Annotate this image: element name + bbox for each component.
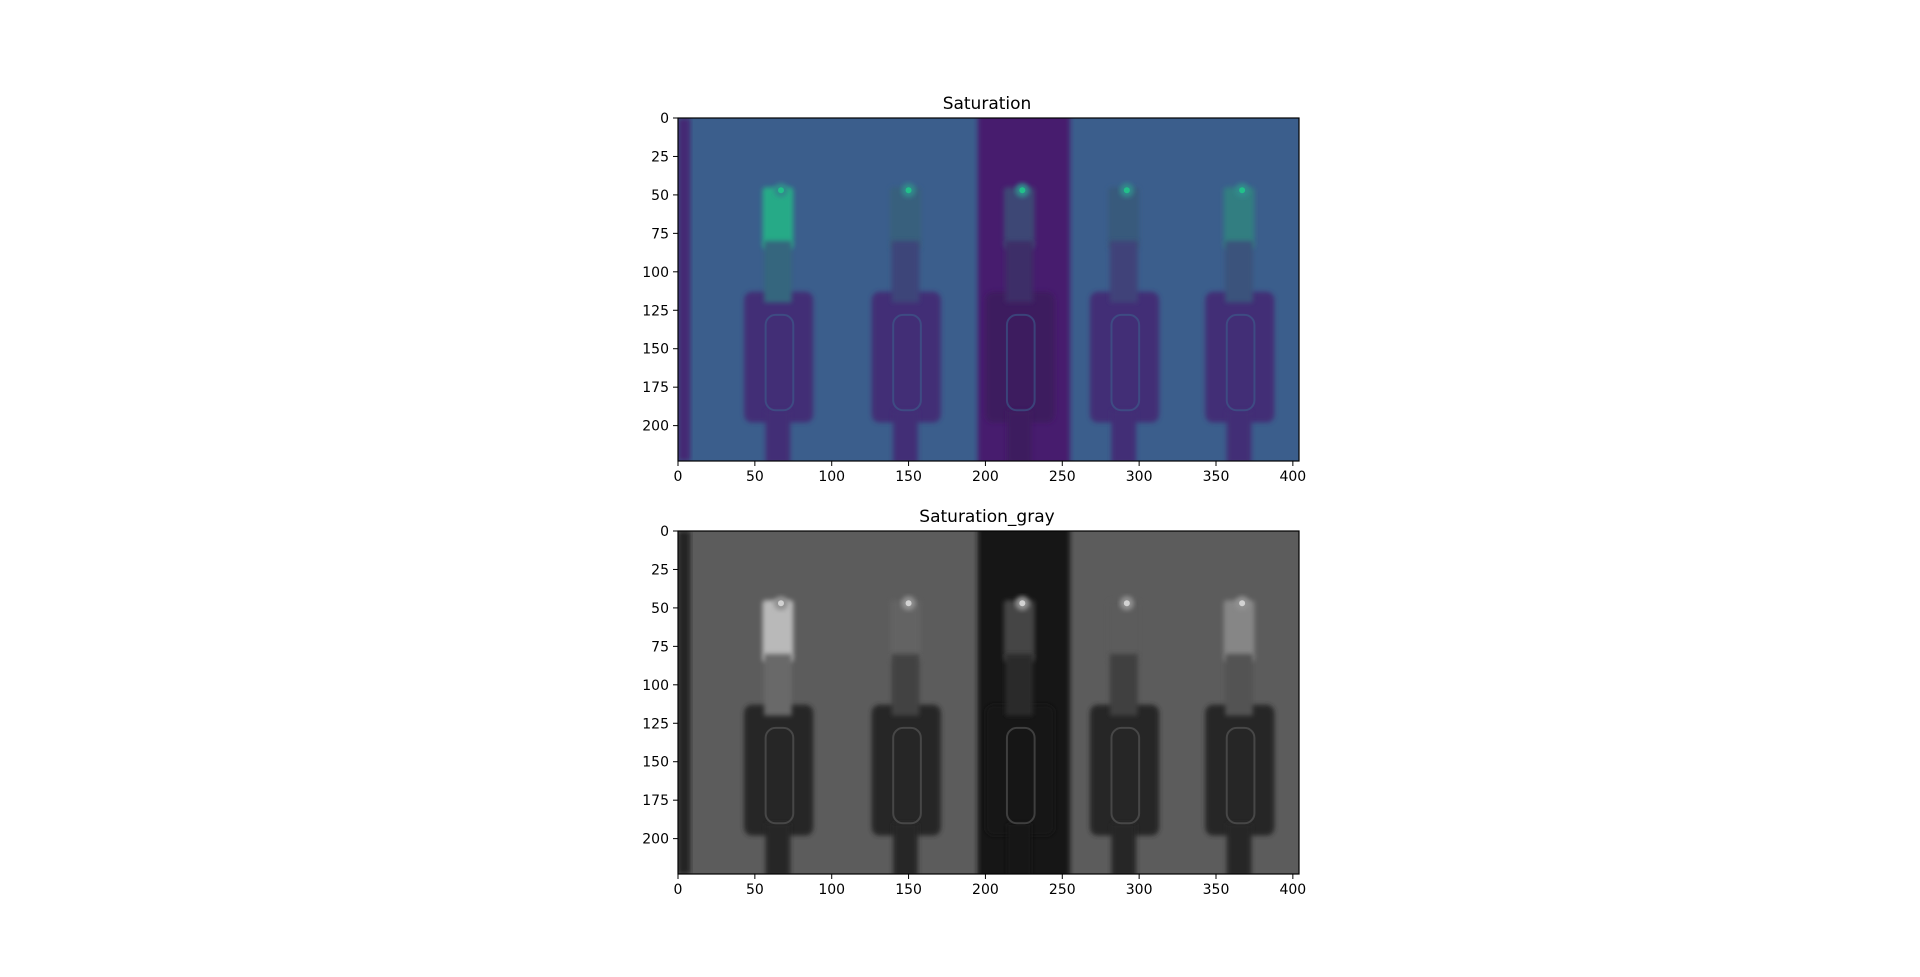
- y-tick-label: 75: [651, 226, 669, 242]
- x-axis: 0 50 100 150 200 250 300 350 400: [674, 874, 1306, 898]
- y-tick-label: 100: [642, 265, 669, 281]
- y-tick-label: 0: [660, 524, 669, 540]
- x-tick-label: 150: [895, 882, 922, 898]
- plot-frame: [677, 530, 1300, 875]
- y-tick-label: 75: [651, 639, 669, 655]
- y-tick-label: 125: [642, 716, 669, 732]
- image-left-edge: [678, 118, 691, 461]
- fuse-blob: [985, 596, 1055, 874]
- y-tick-label: 50: [651, 188, 669, 204]
- fuse-blob: [1089, 183, 1160, 461]
- y-tick-label: 200: [642, 419, 669, 435]
- fuse-blob: [871, 596, 941, 874]
- y-tick-label: 150: [642, 342, 669, 358]
- x-tick-label: 100: [818, 882, 845, 898]
- panel-saturation: Saturation 0 50 100 150 200 250 300 350 400 0 25 5…: [642, 94, 1306, 485]
- fuse-blob: [744, 596, 814, 874]
- plot-frame: [677, 117, 1300, 462]
- y-tick-label: 175: [642, 793, 669, 809]
- heatmap-image: [678, 118, 1299, 461]
- fuse-blob: [1205, 183, 1275, 461]
- y-tick-label: 100: [642, 678, 669, 694]
- y-axis: 0 25 50 75 100 125 150 175 200: [642, 524, 678, 848]
- fuse-blob: [744, 183, 814, 461]
- x-tick-label: 350: [1203, 882, 1230, 898]
- panel-saturation-gray: Saturation_gray 0 50 100 150 200 250 300 350 400…: [642, 507, 1306, 898]
- fuse-blob: [1089, 596, 1160, 874]
- x-tick-label: 50: [746, 469, 764, 485]
- x-tick-label: 250: [1049, 469, 1076, 485]
- y-tick-label: 25: [651, 562, 669, 578]
- y-axis: 0 25 50 75 100 125 150 175 200: [642, 111, 678, 435]
- y-tick-label: 25: [651, 149, 669, 165]
- x-tick-label: 250: [1049, 882, 1076, 898]
- x-tick-label: 0: [674, 469, 683, 485]
- y-tick-label: 0: [660, 111, 669, 127]
- x-tick-label: 300: [1126, 882, 1153, 898]
- x-tick-label: 200: [972, 882, 999, 898]
- x-tick-label: 0: [674, 882, 683, 898]
- fuse-blob: [1205, 596, 1275, 874]
- x-tick-label: 100: [818, 469, 845, 485]
- chart-title: Saturation_gray: [919, 507, 1054, 527]
- fuse-blob: [871, 183, 941, 461]
- y-tick-label: 150: [642, 755, 669, 771]
- x-tick-label: 200: [972, 469, 999, 485]
- x-tick-label: 400: [1279, 882, 1306, 898]
- chart-title: Saturation: [943, 94, 1032, 114]
- x-tick-label: 300: [1126, 469, 1153, 485]
- heatmap-image: [678, 531, 1299, 874]
- x-tick-label: 150: [895, 469, 922, 485]
- y-tick-label: 125: [642, 303, 669, 319]
- image-left-edge: [678, 531, 691, 874]
- x-axis: 0 50 100 150 200 250 300 350 400: [674, 461, 1306, 485]
- y-tick-label: 200: [642, 832, 669, 848]
- x-tick-label: 400: [1279, 469, 1306, 485]
- y-tick-label: 175: [642, 380, 669, 396]
- x-tick-label: 50: [746, 882, 764, 898]
- y-tick-label: 50: [651, 601, 669, 617]
- x-tick-label: 350: [1203, 469, 1230, 485]
- fuse-blob: [985, 183, 1055, 461]
